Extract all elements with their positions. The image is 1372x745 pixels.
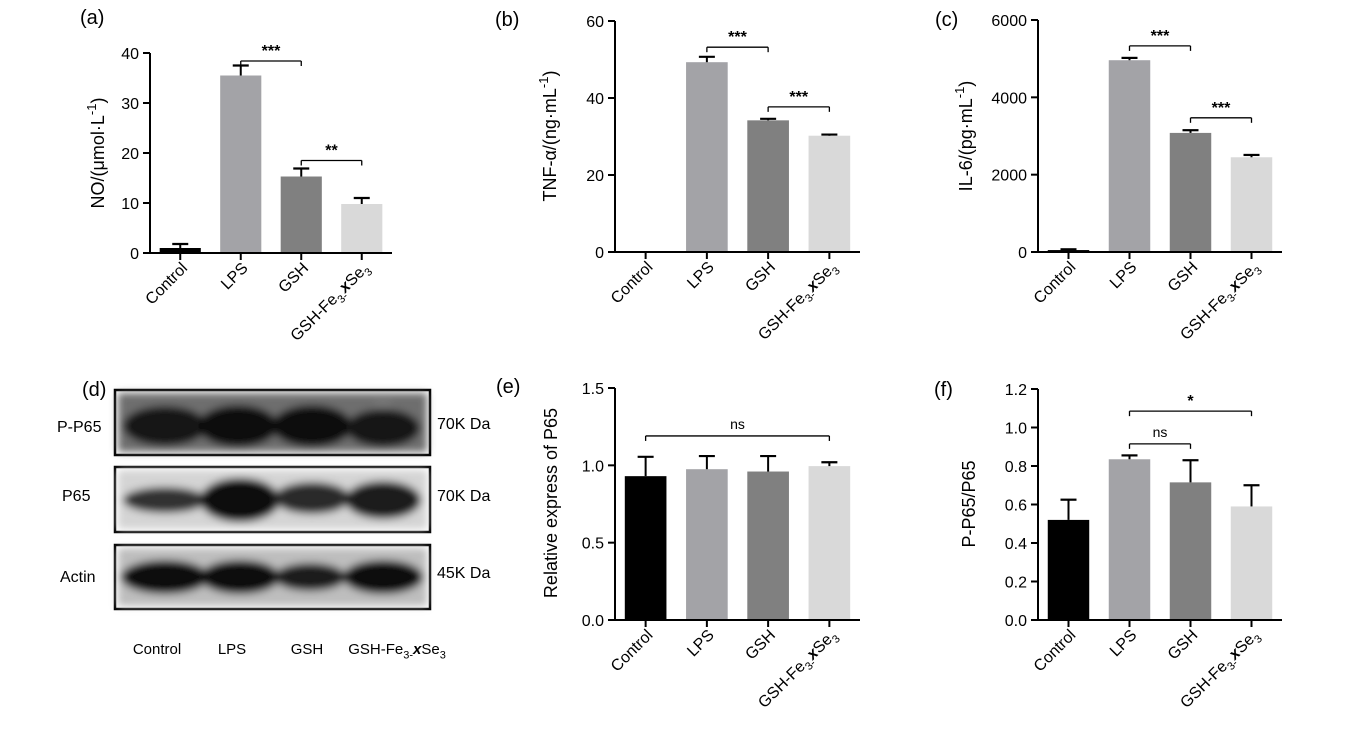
x-tick-label: LPS xyxy=(1107,627,1140,660)
panel-label: (a) xyxy=(80,7,104,29)
x-tick-label: Control xyxy=(143,260,191,308)
panel-label: (e) xyxy=(496,376,520,398)
bar xyxy=(341,204,383,253)
significance-label: ** xyxy=(325,143,338,160)
blot-row-label: P-P65 xyxy=(57,419,102,436)
y-tick-label: 6000 xyxy=(991,13,1027,30)
blot-bands xyxy=(118,393,427,452)
y-tick-label: 0.5 xyxy=(582,536,604,553)
bar xyxy=(624,476,667,620)
x-tick-label: GSH xyxy=(1165,259,1202,296)
significance-label: *** xyxy=(789,89,808,106)
y-tick-label: 1.2 xyxy=(1005,382,1027,399)
x-tick-label: LPS xyxy=(1107,259,1140,292)
y-tick-label: 1.5 xyxy=(582,381,604,398)
y-tick-label: 0.6 xyxy=(1005,498,1027,515)
y-tick-label: 0.0 xyxy=(1005,613,1027,630)
blot-size-label: 70K Da xyxy=(437,416,490,433)
x-tick-label: GSH xyxy=(1165,627,1202,664)
y-tick-label: 0 xyxy=(1018,245,1027,262)
bar xyxy=(1230,157,1273,252)
blot-lane-label: Control xyxy=(133,641,181,658)
blot-row-label: Actin xyxy=(60,569,96,586)
panel-label: (d) xyxy=(82,379,106,401)
x-tick-label: LPS xyxy=(218,260,251,293)
panel-label: (f) xyxy=(934,379,953,401)
bar xyxy=(220,75,262,253)
bar xyxy=(1230,506,1273,620)
y-tick-label: 0.0 xyxy=(582,613,604,630)
y-tick-label: 40 xyxy=(586,91,604,108)
blot-bands xyxy=(118,470,427,529)
significance-label: * xyxy=(1187,393,1194,410)
y-axis-label: NO/(μmol·L-1) xyxy=(84,98,108,209)
significance-label: *** xyxy=(1212,100,1231,117)
bar xyxy=(747,471,789,620)
y-tick-label: 0.8 xyxy=(1005,459,1027,476)
y-tick-label: 60 xyxy=(586,14,604,31)
bar xyxy=(280,176,322,253)
y-axis-label: TNF-α/(ng·mL-1) xyxy=(536,71,560,202)
x-tick-label: GSH xyxy=(276,260,313,297)
x-tick-label: Control xyxy=(608,627,656,675)
y-axis-label: Relative express of P65 xyxy=(541,408,561,598)
x-tick-label: LPS xyxy=(684,259,717,292)
blot-bands xyxy=(118,548,427,606)
y-tick-label: 1.0 xyxy=(582,458,604,475)
blot-lane-labels: Control LPS GSH GSH-Fe3-xSe3 xyxy=(133,641,446,662)
bar xyxy=(1047,519,1090,620)
significance-label: *** xyxy=(728,29,747,46)
significance-label: *** xyxy=(262,43,281,60)
bar xyxy=(159,248,201,253)
y-axis-label: P-P65/P65 xyxy=(959,460,979,547)
bar xyxy=(1108,459,1151,620)
y-tick-label: 10 xyxy=(121,196,139,213)
blot-lane-label: GSH xyxy=(291,641,324,658)
significance-label: ns xyxy=(1153,424,1168,440)
bar xyxy=(1169,482,1212,620)
y-tick-label: 0 xyxy=(595,245,604,262)
y-tick-label: 40 xyxy=(121,46,139,63)
y-tick-label: 0.2 xyxy=(1005,575,1027,592)
bar xyxy=(686,469,728,620)
y-tick-label: 20 xyxy=(586,168,604,185)
x-tick-label: Control xyxy=(1031,259,1079,307)
bar xyxy=(747,120,789,252)
panel-label: (c) xyxy=(935,9,958,31)
blot-row-label: P65 xyxy=(62,488,91,505)
y-tick-label: 2000 xyxy=(991,168,1027,185)
y-tick-label: 4000 xyxy=(991,90,1027,107)
panel-label: (b) xyxy=(495,9,519,31)
y-tick-label: 30 xyxy=(121,96,139,113)
bar xyxy=(686,62,728,252)
x-tick-label: Control xyxy=(608,259,656,307)
y-axis-label: IL-6/(pg·mL-1) xyxy=(952,81,976,192)
bar xyxy=(808,466,851,620)
y-tick-label: 0 xyxy=(130,246,139,263)
western-blot-panel: (d) P-P65 70K Da P65 70K Da xyxy=(57,379,490,662)
bar xyxy=(808,135,851,252)
blot-size-label: 45K Da xyxy=(437,565,490,582)
significance-label: *** xyxy=(1151,28,1170,45)
x-tick-label: LPS xyxy=(684,627,717,660)
y-tick-label: 1.0 xyxy=(1005,421,1027,438)
significance-label: ns xyxy=(730,416,745,432)
blot-lane-label: GSH-Fe3-xSe3 xyxy=(348,641,446,662)
bar xyxy=(1169,132,1212,252)
y-tick-label: 0.4 xyxy=(1005,536,1027,553)
blot-lane-label: LPS xyxy=(218,641,246,658)
blot-size-label: 70K Da xyxy=(437,488,490,505)
x-tick-label: GSH xyxy=(742,627,779,664)
y-tick-label: 20 xyxy=(121,146,139,163)
bar xyxy=(1108,60,1151,252)
x-tick-label: GSH xyxy=(742,259,779,296)
x-tick-label: Control xyxy=(1031,627,1079,675)
